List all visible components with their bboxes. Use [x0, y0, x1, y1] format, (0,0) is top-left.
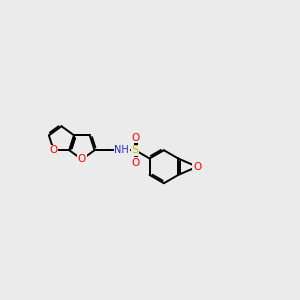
Text: O: O [131, 133, 140, 143]
Text: NH: NH [114, 145, 129, 155]
Text: O: O [193, 162, 201, 172]
Text: S: S [132, 145, 139, 155]
Text: O: O [50, 145, 58, 155]
Text: O: O [131, 158, 140, 168]
Text: O: O [78, 154, 86, 164]
